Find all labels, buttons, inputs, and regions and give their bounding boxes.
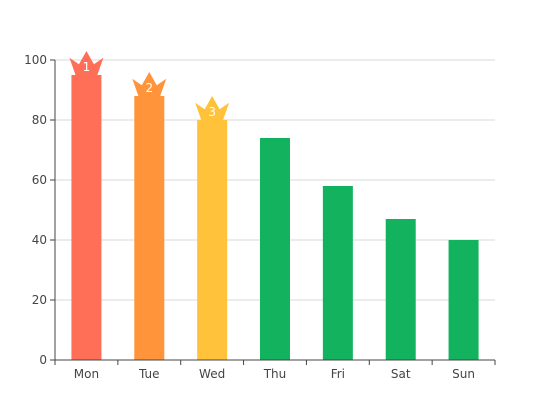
y-tick-label: 0: [39, 353, 47, 367]
rank-crowns: 1 2 3: [69, 51, 230, 120]
rank-label-3: 3: [208, 105, 216, 119]
crown-icon: [132, 72, 167, 96]
bar-mon: [71, 75, 102, 360]
x-tick-label-wed: Wed: [199, 367, 225, 381]
bar-sun: [448, 240, 479, 360]
y-tick-label: 20: [32, 293, 47, 307]
x-tick-label-tue: Tue: [138, 367, 160, 381]
x-tick-label-mon: Mon: [74, 367, 99, 381]
y-tick-label: 80: [32, 113, 47, 127]
y-tick-label: 40: [32, 233, 47, 247]
x-tick-label-sat: Sat: [391, 367, 411, 381]
crown-icon: [69, 51, 104, 75]
x-tick-label-sun: Sun: [452, 367, 475, 381]
tick-labels: 0 20 40 60 80 100 Mon Tue Wed Thu Fri Sat Sun: [24, 53, 475, 381]
y-tick-label: 100: [24, 53, 47, 67]
rank-label-2: 2: [145, 81, 153, 95]
bar-fri: [322, 186, 353, 360]
axes: [50, 59, 496, 365]
rank-label-1: 1: [83, 60, 91, 74]
x-tick-label-fri: Fri: [331, 367, 345, 381]
bar-thu: [260, 138, 290, 360]
bar-wed: [197, 120, 228, 360]
crown-icon: [195, 96, 230, 120]
bars: [71, 75, 479, 360]
bar-tue: [134, 96, 165, 360]
y-tick-label: 60: [32, 173, 47, 187]
x-tick-label-thu: Thu: [263, 367, 287, 381]
bar-sat: [385, 219, 416, 360]
